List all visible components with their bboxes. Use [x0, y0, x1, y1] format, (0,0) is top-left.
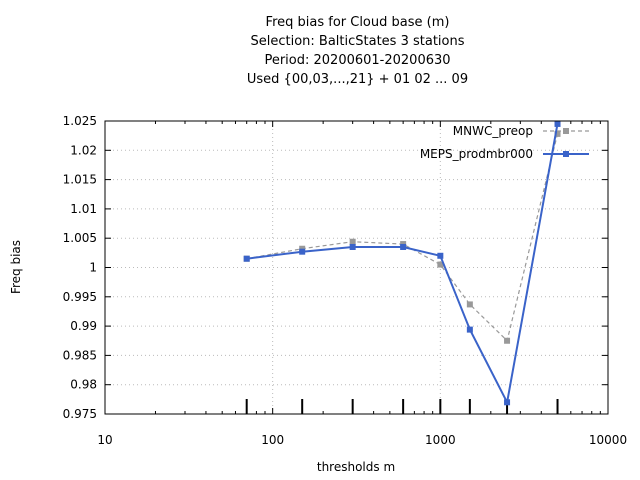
legend-swatch-marker [563, 151, 569, 157]
data-point [437, 261, 444, 268]
data-point [437, 252, 444, 259]
y-tick-label: 0.98 [70, 378, 97, 392]
y-tick-label: 1.01 [70, 202, 97, 216]
chart-title-line: Period: 20200601-20200630 [264, 53, 451, 68]
data-point [504, 399, 511, 406]
series-line [246, 123, 559, 406]
y-axis-label: Freq bias [9, 240, 23, 294]
data-point [554, 130, 561, 137]
x-tick-label: 10000 [589, 433, 627, 447]
x-tick-label: 1000 [425, 433, 456, 447]
legend-swatch-marker [563, 128, 569, 134]
series-line [246, 133, 559, 342]
chart-title-line: Selection: BalticStates 3 stations [250, 34, 465, 49]
chart-grid [105, 121, 608, 414]
chart-title-line: Freq bias for Cloud base (m) [265, 15, 450, 30]
data-point [349, 243, 356, 250]
data-point [504, 337, 511, 344]
legend-label: MNWC_preop [453, 124, 533, 138]
y-tick-label: 0.985 [63, 348, 97, 362]
y-tick-label: 0.975 [63, 407, 97, 421]
data-point [243, 255, 250, 262]
y-tick-label: 1.005 [63, 231, 97, 245]
y-tick-label: 0.99 [70, 319, 97, 333]
data-point [466, 301, 473, 308]
data-point [400, 243, 407, 250]
chart-title-line: Used {00,03,...,21} + 01 02 ... 09 [246, 72, 469, 87]
threshold-markers [245, 399, 559, 414]
data-point [466, 326, 473, 333]
y-tick-label: 0.995 [63, 290, 97, 304]
data-point [299, 248, 306, 255]
y-tick-label: 1 [89, 261, 97, 275]
y-tick-label: 1.015 [63, 173, 97, 187]
plot-frame [104, 120, 609, 415]
y-tick-label: 1.025 [63, 114, 97, 128]
x-axis-label: thresholds m [317, 460, 395, 474]
legend-label: MEPS_prodmbr000 [420, 147, 533, 161]
chart-ticks: 0.975 0.98 0.985 0.99 0.995 1 1.005 1.01 1.015 1.… [63, 114, 627, 447]
data-point [349, 238, 356, 245]
y-tick-label: 1.02 [70, 143, 97, 157]
data-point [554, 120, 561, 127]
x-tick-label: 10 [97, 433, 112, 447]
chart-series [243, 120, 561, 406]
chart-legend: MNWC_preop MEPS_prodmbr000 [420, 124, 589, 161]
x-tick-label: 100 [261, 433, 284, 447]
